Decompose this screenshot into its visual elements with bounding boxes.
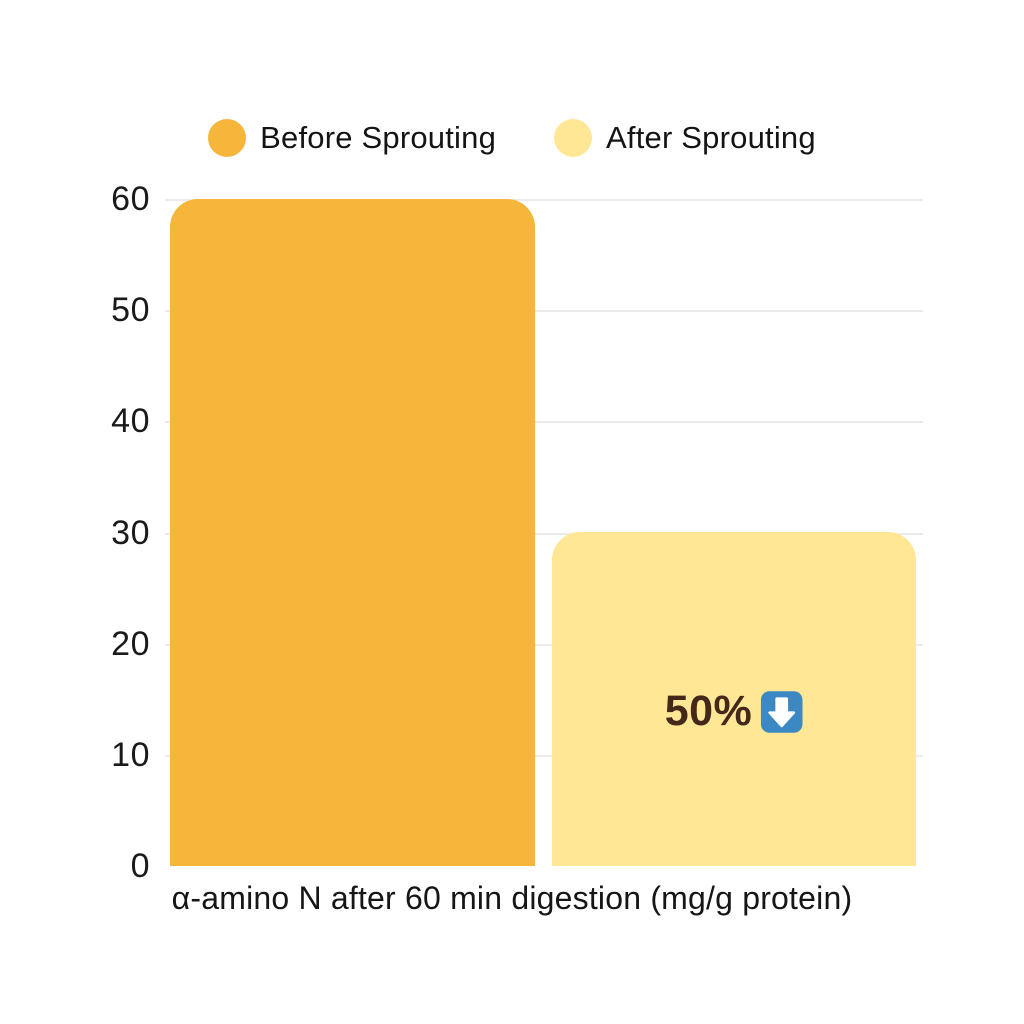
gridline-50 (165, 310, 923, 312)
y-tick-label-0: 0 (130, 847, 150, 885)
down-arrow-icon (759, 690, 803, 734)
bar-after-sprouting: 50% (552, 532, 916, 866)
gridline-30 (165, 533, 923, 535)
gridline-10 (165, 755, 923, 757)
legend-dot-icon (208, 119, 247, 157)
legend-label: After Sprouting (606, 120, 816, 155)
y-tick-label-50: 50 (111, 291, 150, 329)
gridline-20 (165, 644, 923, 646)
y-tick-label-60: 60 (111, 180, 150, 218)
plot-area: 50% (165, 199, 923, 866)
legend-dot-icon (554, 119, 593, 157)
y-axis: 0 10 20 30 40 50 60 (0, 180, 150, 885)
y-tick-label-10: 10 (111, 736, 150, 774)
reduction-annotation: 50% (665, 687, 804, 736)
gridline-60 (165, 199, 923, 201)
bar-before-sprouting (170, 199, 535, 866)
y-tick-label-30: 30 (111, 514, 150, 552)
gridline-40 (165, 421, 923, 423)
legend-item-after-sprouting: After Sprouting (554, 119, 816, 157)
y-tick-label-20: 20 (111, 625, 150, 663)
y-tick-label-40: 40 (111, 402, 150, 440)
legend-label: Before Sprouting (260, 120, 497, 155)
legend: Before Sprouting After Sprouting (0, 114, 1024, 162)
x-axis-label: α-amino N after 60 min digestion (mg/g p… (171, 880, 853, 916)
legend-item-before-sprouting: Before Sprouting (208, 119, 496, 157)
reduction-percent-label: 50% (664, 687, 753, 735)
